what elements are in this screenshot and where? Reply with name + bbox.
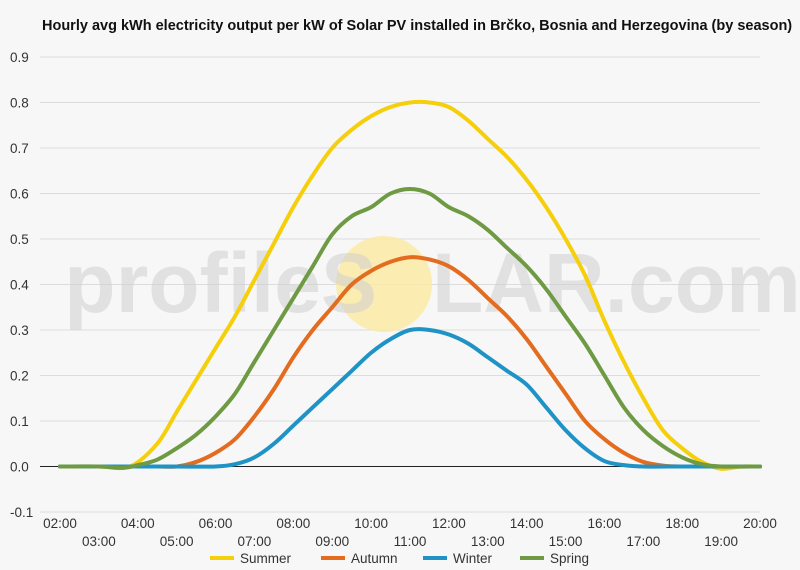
- series-line-winter: [58, 327, 762, 469]
- x-tick-label: 19:00: [704, 534, 738, 549]
- series-lines: [58, 99, 762, 471]
- x-tick-label: 14:00: [510, 516, 544, 531]
- axes: -0.1 0.0 0.1 0.2 0.3 0.4 0.5 0.6 0.7 0.8 0.9 02:00 0…: [10, 50, 777, 549]
- x-tick-label: 11:00: [394, 534, 427, 549]
- x-tick-label: 13:00: [471, 534, 505, 549]
- watermark-text-left: profileS: [64, 236, 377, 330]
- y-tick-label: 0.9: [10, 50, 29, 65]
- y-tick-label: 0.7: [10, 141, 29, 156]
- x-tick-label: 15:00: [549, 534, 583, 549]
- x-tick-label: 17:00: [626, 534, 660, 549]
- x-tick-label: 09:00: [315, 534, 349, 549]
- x-tick-label: 05:00: [160, 534, 194, 549]
- x-tick-label: 16:00: [588, 516, 622, 531]
- x-tick-label: 06:00: [199, 516, 233, 531]
- y-tick-label: 0.8: [10, 96, 29, 111]
- x-tick-label: 12:00: [432, 516, 466, 531]
- y-tick-label: 0.1: [10, 414, 29, 429]
- x-tick-label: 02:00: [43, 516, 77, 531]
- x-tick-label: 03:00: [82, 534, 116, 549]
- y-tick-label: 0.6: [10, 187, 29, 202]
- x-tick-label: 04:00: [121, 516, 155, 531]
- x-tick-label: 10:00: [354, 516, 388, 531]
- y-tick-label: 0.4: [10, 278, 29, 293]
- legend-label-summer: Summer: [240, 551, 292, 566]
- y-tick-label: -0.1: [10, 505, 33, 520]
- x-tick-label: 20:00: [743, 516, 777, 531]
- series-line-autumn: [58, 255, 762, 469]
- watermark: profileS LAR.com: [64, 236, 800, 332]
- x-tick-label: 07:00: [238, 534, 272, 549]
- legend: Summer Autumn Winter Spring: [210, 551, 589, 566]
- chart-title: Hourly avg kWh electricity output per kW…: [42, 18, 793, 34]
- legend-label-spring: Spring: [550, 551, 589, 566]
- watermark-sun-icon: [336, 236, 432, 332]
- y-tick-label: 0.2: [10, 369, 29, 384]
- legend-label-autumn: Autumn: [351, 551, 398, 566]
- watermark-text-right: LAR.com: [432, 236, 800, 330]
- x-tick-label: 08:00: [276, 516, 310, 531]
- legend-label-winter: Winter: [453, 551, 493, 566]
- y-tick-label: 0.3: [10, 323, 29, 338]
- y-tick-label: 0.0: [10, 460, 29, 475]
- series-line-summer: [58, 99, 762, 471]
- series-line-spring: [58, 186, 762, 470]
- x-tick-label: 18:00: [665, 516, 699, 531]
- y-tick-label: 0.5: [10, 232, 29, 247]
